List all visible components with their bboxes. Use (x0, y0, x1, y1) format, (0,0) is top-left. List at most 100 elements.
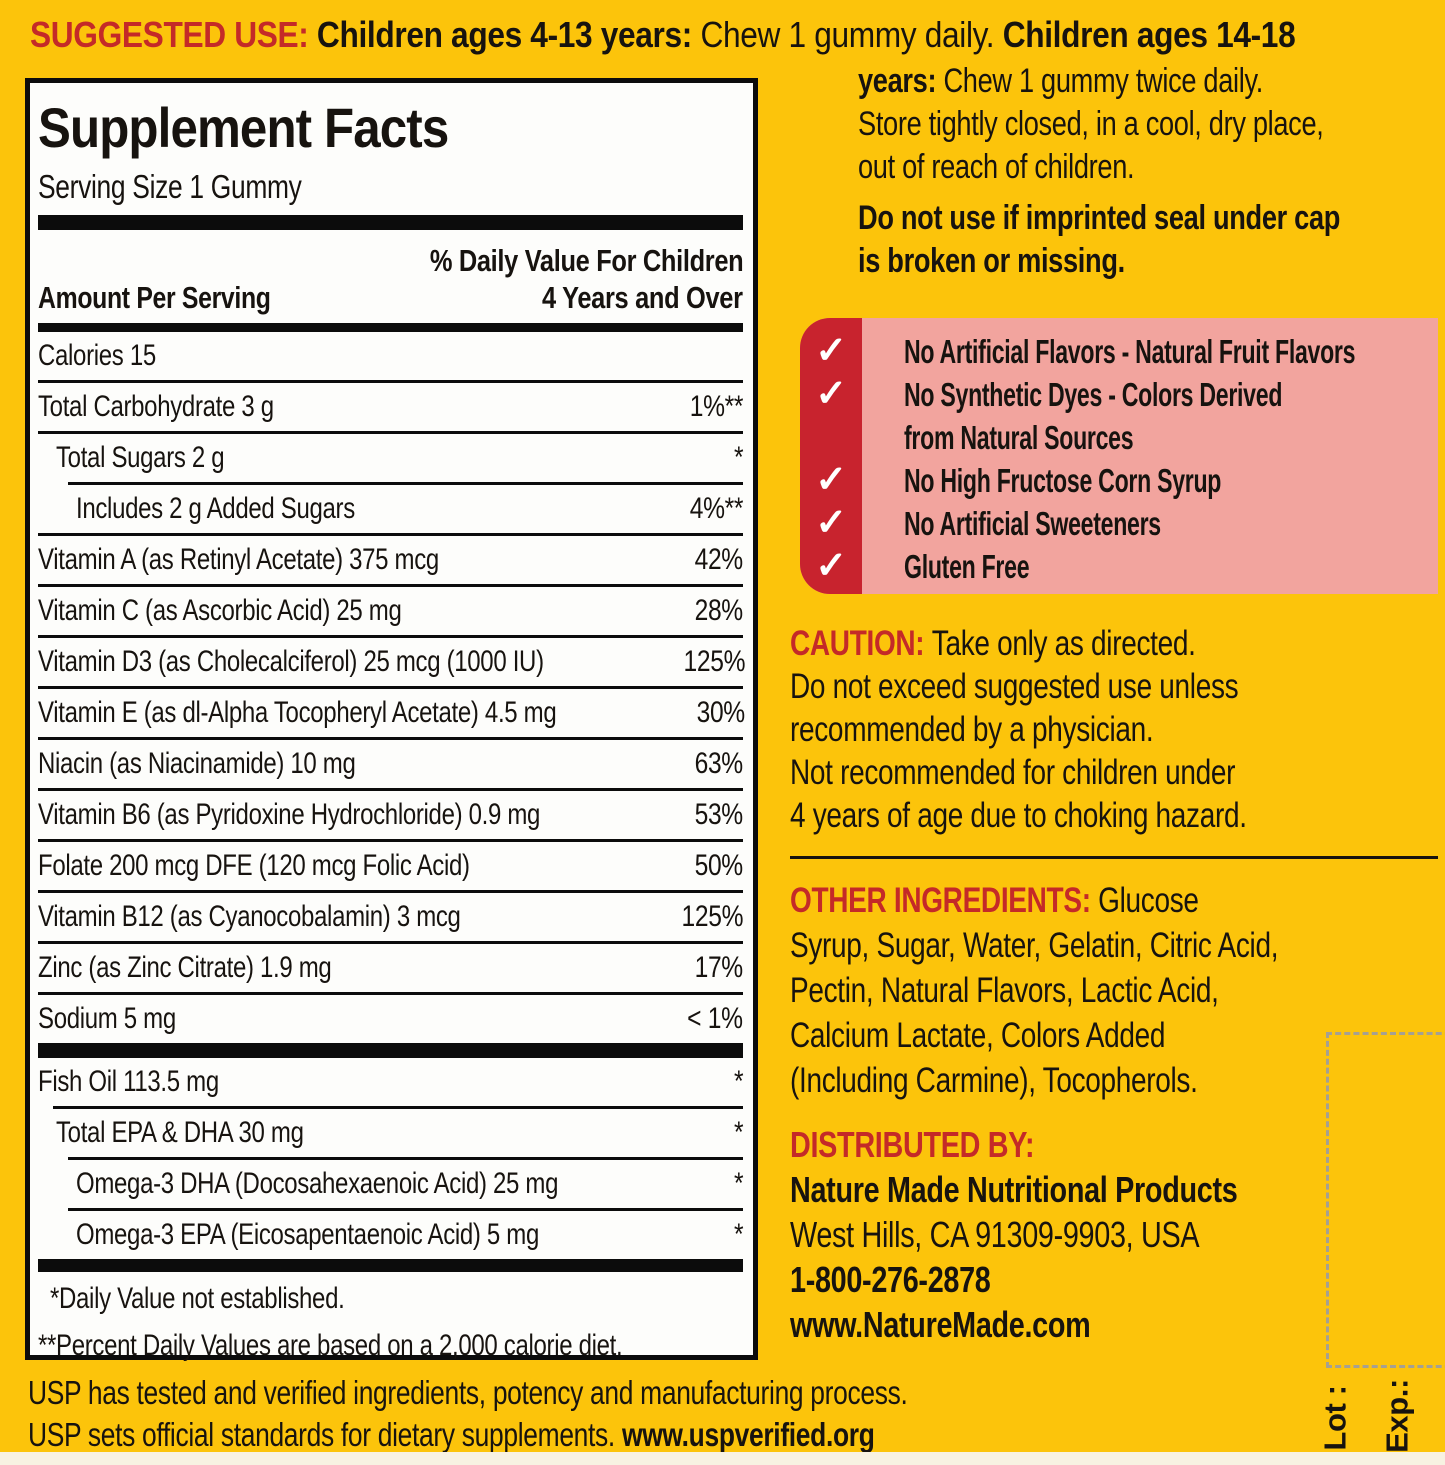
nutrient-value: * (733, 441, 744, 474)
nutrient-row-fish-oil: Fish Oil 113.5 mg * (38, 1058, 743, 1106)
nutrient-name: Total Carbohydrate 3 g (38, 390, 274, 423)
row-separator (38, 584, 743, 587)
caution-line1: CAUTION: Take only as directed. (790, 624, 1196, 663)
company-address: West Hills, CA 91309-9903, USA (790, 1214, 1200, 1255)
nutrient-row-omega3-epa: Omega-3 EPA (Eicosapentaenoic Acid) 5 mg… (38, 1211, 743, 1259)
nutrient-name: Total EPA & DHA 30 mg (56, 1116, 304, 1149)
footnote-percent-dv: **Percent Daily Values are based on a 2,… (38, 1329, 623, 1362)
nutrient-row-epa-dha: Total EPA & DHA 30 mg * (38, 1109, 743, 1157)
distributed-by-heading: DISTRIBUTED BY: (790, 1124, 1035, 1165)
nutrient-value: 125% (681, 900, 743, 933)
nutrient-value: * (733, 1167, 744, 1200)
nutrient-row-zinc: Zinc (as Zinc Citrate) 1.9 mg 17% (38, 944, 743, 992)
phone-number: 1-800-276-2878 (790, 1259, 991, 1300)
label-bottom-edge (0, 1452, 1445, 1465)
seal-warning-line1: Do not use if imprinted seal under cap (858, 199, 1341, 237)
other-ingredients-heading: OTHER INGREDIENTS: (790, 881, 1099, 920)
row-separator (53, 1106, 743, 1109)
nutrient-value: 42% (694, 543, 744, 576)
panel-title: Supplement Facts (38, 96, 449, 159)
nutrient-row-vitamin-b12: Vitamin B12 (as Cyanocobalamin) 3 mcg 125… (38, 893, 743, 941)
caution-line4: Not recommended for children under (790, 753, 1236, 792)
row-separator (38, 635, 743, 638)
supplement-facts-panel: Supplement Facts Serving Size 1 Gummy Am… (25, 78, 758, 1362)
row-separator (38, 533, 743, 536)
usp-line2: USP sets official standards for dietary … (28, 1416, 875, 1453)
nutrient-value: 4%** (689, 492, 744, 525)
suggested-use-line2: years: Chew 1 gummy twice daily. (858, 60, 1364, 103)
checklist-item-continuation: from Natural Sources (800, 416, 1438, 459)
other-ingredients-line5: (Including Carmine), Tocopherols. (790, 1061, 1198, 1100)
claims-checklist-box: ✓ No Artificial Flavors - Natural Fruit … (800, 318, 1438, 594)
website-url: www.NatureMade.com (790, 1304, 1091, 1345)
checklist-item-label: No High Fructose Corn Syrup (904, 461, 1222, 499)
check-icon: ✓ (815, 545, 847, 587)
row-separator (38, 941, 743, 944)
column-header-left: Amount Per Serving (38, 280, 271, 315)
caution-line5: 4 years of age due to choking hazard. (790, 796, 1247, 835)
row-separator (38, 788, 743, 791)
age-group-4-13: Children ages 4-13 years: (316, 14, 701, 55)
usp-line1: USP has tested and verified ingredients,… (28, 1374, 908, 1411)
row-separator (38, 839, 743, 842)
checklist-item-label: No Artificial Flavors - Natural Fruit Fl… (904, 332, 1356, 370)
footnote-daily-value: *Daily Value not established. (50, 1282, 345, 1315)
nutrient-name: Includes 2 g Added Sugars (76, 492, 355, 525)
nutrient-value: 1%** (689, 390, 744, 423)
row-separator (68, 1157, 743, 1160)
nutrient-row-calories: Calories 15 (38, 332, 743, 380)
nutrient-name: Sodium 5 mg (38, 1002, 176, 1035)
row-separator (38, 380, 743, 383)
dose-4-13: Chew 1 gummy daily. (700, 14, 1003, 55)
nutrient-value: 28% (694, 594, 744, 627)
nutrient-name: Vitamin B12 (as Cyanocobalamin) 3 mcg (38, 900, 461, 933)
nutrient-value: 30% (696, 696, 746, 729)
check-strip (800, 318, 862, 594)
nutrient-row-folate: Folate 200 mcg DFE (120 mcg Folic Acid) 5… (38, 842, 743, 890)
nutrient-name: Total Sugars 2 g (56, 441, 225, 474)
nutrient-row-vitamin-c: Vitamin C (as Ascorbic Acid) 25 mg 28% (38, 587, 743, 635)
suggested-use-heading: SUGGESTED USE: (30, 14, 317, 55)
caution-line2: Do not exceed suggested use unless (790, 667, 1239, 706)
divider-bar (38, 1043, 743, 1058)
checklist-item-label: No Artificial Sweeteners (904, 504, 1161, 542)
nutrient-value: 63% (694, 747, 744, 780)
section-divider (790, 856, 1438, 859)
nutrient-row-omega3-dha: Omega-3 DHA (Docosahexaenoic Acid) 25 mg… (38, 1160, 743, 1208)
suggested-use-line1: SUGGESTED USE: Children ages 4-13 years:… (30, 14, 1445, 56)
row-separator (68, 482, 743, 485)
dose-14-18: Chew 1 gummy twice daily. (943, 62, 1263, 100)
nutrient-name: Zinc (as Zinc Citrate) 1.9 mg (38, 951, 332, 984)
nutrient-row-sodium: Sodium 5 mg < 1% (38, 995, 743, 1043)
checklist-item-label: from Natural Sources (904, 418, 1134, 456)
checklist-item-label: Gluten Free (904, 547, 1030, 585)
nutrient-name: Vitamin E (as dl-Alpha Tocopheryl Acetat… (38, 696, 557, 729)
nutrient-row-niacin: Niacin (as Niacinamide) 10 mg 63% (38, 740, 743, 788)
nutrient-name: Niacin (as Niacinamide) 10 mg (38, 747, 356, 780)
checklist-item: ✓ No High Fructose Corn Syrup (800, 459, 1438, 502)
column-header-right: % Daily Value For Children 4 Years and O… (429, 243, 743, 315)
other-ingredients-line4: Calcium Lactate, Colors Added (790, 1016, 1166, 1055)
nutrient-row-vitamin-d3: Vitamin D3 (as Cholecalciferol) 25 mcg (… (38, 638, 746, 686)
nutrient-value: * (733, 1218, 744, 1251)
nutrient-name: Vitamin C (as Ascorbic Acid) 25 mg (38, 594, 402, 627)
nutrient-row-vitamin-b6: Vitamin B6 (as Pyridoxine Hydrochloride)… (38, 791, 743, 839)
check-icon: ✓ (815, 373, 847, 415)
nutrient-name: Vitamin A (as Retinyl Acetate) 375 mcg (38, 543, 439, 576)
nutrient-value: 53% (694, 798, 744, 831)
age-group-14-18-cont: years: (858, 62, 944, 100)
usp-url: www.uspverified.org (621, 1416, 875, 1453)
nutrient-value: < 1% (687, 1002, 744, 1035)
lot-label: Lot : (1317, 1385, 1353, 1451)
nutrient-name: Vitamin B6 (as Pyridoxine Hydrochloride)… (38, 798, 541, 831)
divider-bar (38, 1259, 743, 1272)
lot-exp-writein-box (1326, 1032, 1445, 1368)
storage-line2: out of reach of children. (858, 148, 1135, 186)
divider-bar (38, 323, 743, 332)
row-separator (38, 737, 743, 740)
nutrient-row-total-sugars: Total Sugars 2 g * (38, 434, 743, 482)
nutrient-name: Omega-3 EPA (Eicosapentaenoic Acid) 5 mg (76, 1218, 540, 1251)
check-icon: ✓ (815, 459, 847, 501)
column-header-row: Amount Per Serving % Daily Value For Chi… (38, 230, 743, 323)
exp-label: Exp.: (1379, 1379, 1415, 1453)
